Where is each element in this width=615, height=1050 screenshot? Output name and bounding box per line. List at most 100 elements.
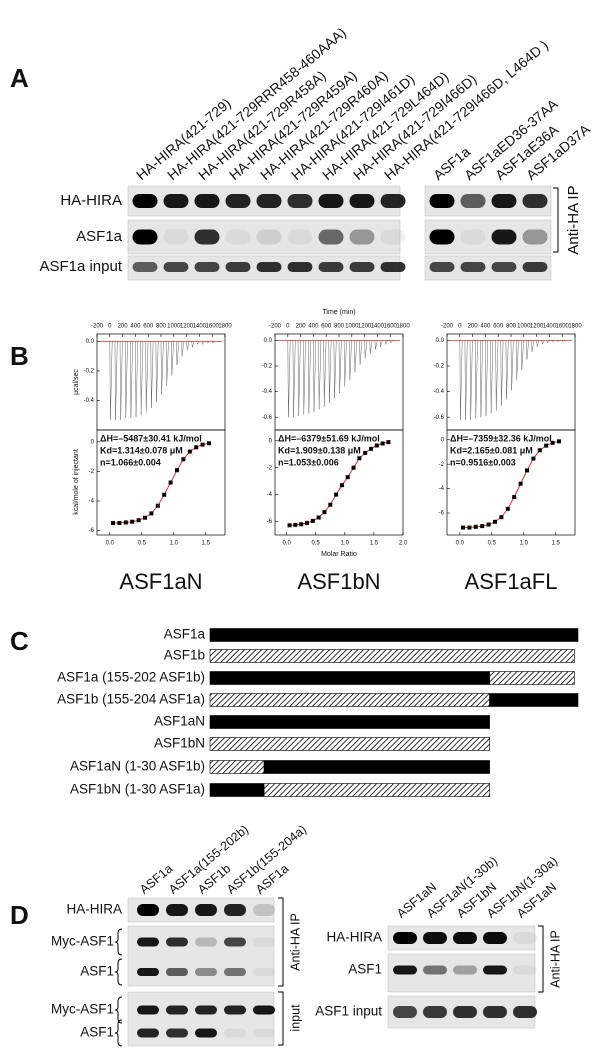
data-point	[207, 441, 211, 446]
blot-band	[163, 262, 189, 272]
x-tick-label: 1.5	[202, 541, 211, 547]
y-tick-label: -4	[439, 486, 445, 492]
fit-curve	[463, 440, 560, 529]
x-tick-label: 1.0	[341, 541, 350, 547]
injection-peak	[308, 340, 311, 414]
brace	[114, 1019, 123, 1047]
blot-band	[166, 968, 188, 976]
data-point	[328, 502, 333, 507]
plot-name: ASF1aN	[119, 569, 202, 594]
blot-band	[166, 904, 188, 916]
x-tick-label: 1.0	[520, 541, 529, 547]
blot-band	[253, 904, 275, 916]
injection-peak	[297, 340, 301, 416]
x-tick-label: 0.5	[488, 541, 497, 547]
blot-band	[393, 932, 417, 944]
data-point	[357, 456, 362, 461]
blot-band	[194, 229, 220, 245]
injection-peak	[359, 340, 363, 365]
blot-band	[256, 229, 282, 245]
construct-label: ASF1bN (1-30 ASF1a)	[70, 782, 205, 797]
data-point	[473, 524, 478, 529]
data-point	[299, 522, 304, 527]
construct-segment	[489, 671, 575, 685]
brace	[114, 928, 123, 956]
data-point	[493, 519, 497, 524]
data-point	[505, 506, 510, 511]
data-point	[480, 524, 485, 529]
injection-peak	[510, 340, 514, 391]
injection-peak	[500, 340, 504, 406]
blot-band	[166, 1005, 188, 1015]
blot-band	[137, 1028, 159, 1038]
data-point	[363, 450, 368, 455]
blot-band	[423, 965, 447, 975]
data-point	[149, 511, 154, 516]
data-point	[117, 521, 122, 526]
injection-peak	[191, 341, 195, 348]
x-tick-label: 0	[286, 324, 290, 330]
injection-peak	[313, 340, 317, 413]
x-tick-label: 1400	[193, 324, 207, 330]
x-tick-label: 1600	[384, 324, 398, 330]
data-point	[525, 468, 529, 473]
blot-band	[195, 904, 217, 916]
data-point	[512, 495, 517, 500]
plot-name: ASF1bN	[297, 569, 380, 594]
blot-band	[522, 194, 548, 208]
blot-band	[287, 229, 313, 245]
row-label: ASF1	[80, 1025, 114, 1040]
bracket	[538, 925, 544, 993]
construct-label: ASF1aN	[154, 714, 205, 729]
injection-peak	[515, 340, 519, 381]
data-point	[369, 446, 373, 451]
injection-peak	[135, 341, 139, 417]
injection-peak	[140, 341, 144, 416]
blot-band	[491, 262, 517, 272]
data-point	[181, 457, 186, 462]
x-tick-label: 1600	[556, 324, 570, 330]
blot-band	[318, 194, 344, 208]
bracket-label: Anti-HA IP	[565, 185, 582, 254]
blot-band	[224, 1005, 246, 1015]
injection-peak	[389, 340, 393, 344]
injection-peak	[130, 341, 133, 419]
y-tick-label: 0.0	[264, 338, 273, 344]
x-tick-label: 0	[458, 324, 462, 330]
injection-peak	[176, 341, 180, 366]
y-tick-label: 0.0	[436, 338, 445, 344]
data-point	[136, 518, 141, 523]
injection-peak	[145, 341, 149, 413]
data-point	[187, 449, 192, 454]
construct-label: ASF1aN (1-30 ASF1b)	[70, 759, 205, 774]
data-point	[544, 443, 549, 448]
blot-band	[513, 932, 537, 944]
x-tick-label: 1.0	[170, 541, 179, 547]
injection-peak	[165, 341, 169, 386]
injection-peak	[485, 340, 489, 416]
injection-peak	[379, 340, 383, 347]
y-tick-label: 0	[91, 439, 95, 445]
bracket-label: Anti-HA IP	[548, 930, 562, 988]
injection-peak	[364, 340, 368, 359]
x-tick-label: 400	[308, 324, 319, 330]
plot-frame	[446, 429, 576, 536]
x-tick-label: 1400	[543, 324, 557, 330]
bracket-label: Anti-HA IP	[288, 913, 302, 971]
injection-peak	[343, 340, 347, 387]
data-point	[130, 519, 135, 524]
blot-band	[522, 262, 548, 272]
row-label: ASF1	[80, 964, 114, 979]
construct-label: ASF1b (155-204 ASF1a)	[57, 692, 205, 707]
injection-peak	[459, 340, 463, 420]
blot-band	[453, 965, 477, 975]
blot-band	[224, 968, 246, 976]
axis-title: Time (min)	[322, 309, 355, 316]
blot-band	[460, 229, 486, 245]
construct-label: ASF1a	[164, 627, 206, 642]
fit-annotation: Kd=1.909±0.138 μM	[278, 445, 361, 455]
x-tick-label: 1000	[167, 324, 181, 330]
injection-peak	[338, 340, 342, 393]
blot-band	[349, 194, 375, 208]
blot-band	[253, 968, 275, 976]
